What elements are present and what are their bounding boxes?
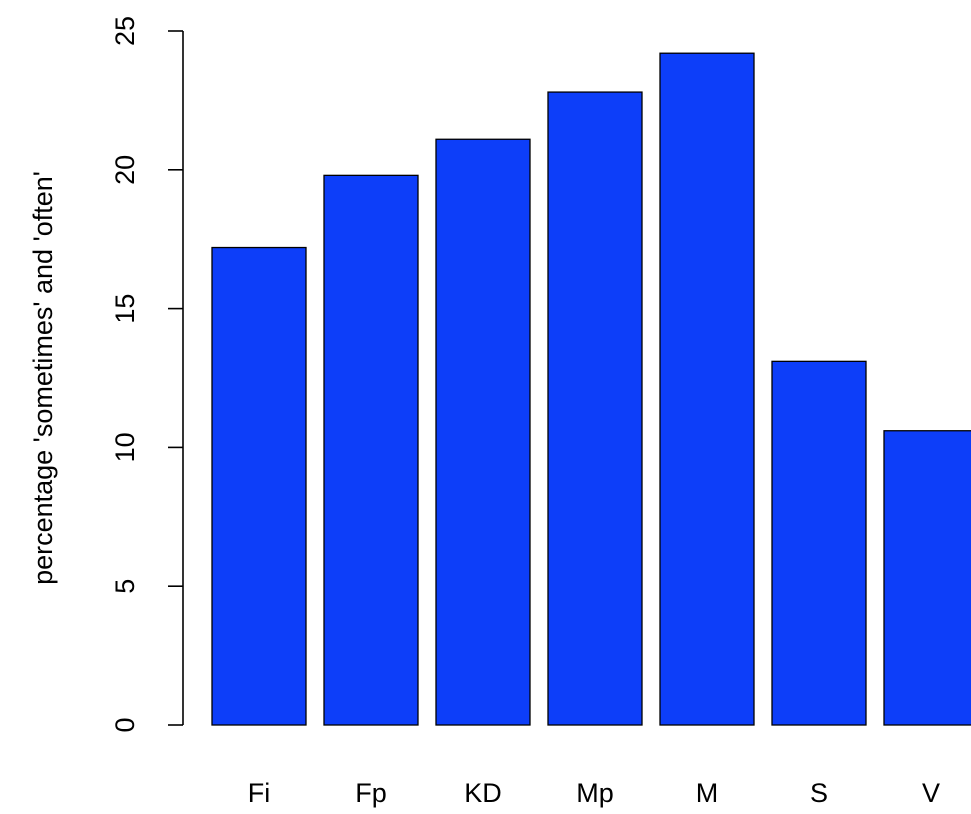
x-category-label: M bbox=[696, 778, 719, 808]
y-ticks: 0 5 10 15 20 25 bbox=[110, 16, 183, 733]
x-category-labels: Fi Fp KD Mp M S V bbox=[248, 778, 940, 808]
bar bbox=[435, 138, 531, 726]
bar bbox=[659, 52, 755, 726]
y-axis: 0 5 10 15 20 25 bbox=[110, 16, 184, 733]
x-category-label: V bbox=[922, 778, 940, 808]
bar bbox=[883, 430, 971, 726]
y-tick-label: 5 bbox=[110, 579, 140, 594]
y-tick-label: 25 bbox=[110, 16, 140, 46]
bar bbox=[211, 246, 307, 726]
bar bbox=[547, 91, 643, 726]
y-tick-label: 10 bbox=[110, 432, 140, 462]
y-tick-label: 0 bbox=[110, 717, 140, 732]
y-tick-label: 20 bbox=[110, 155, 140, 185]
bars bbox=[211, 52, 971, 726]
x-category-label: Mp bbox=[576, 778, 614, 808]
y-tick-label: 15 bbox=[110, 294, 140, 324]
bar bbox=[323, 174, 419, 726]
x-category-label: Fp bbox=[355, 778, 387, 808]
x-category-label: KD bbox=[464, 778, 502, 808]
bar bbox=[771, 360, 867, 726]
y-axis-title: percentage 'sometimes' and 'often' bbox=[28, 171, 58, 585]
x-category-label: S bbox=[810, 778, 828, 808]
x-category-label: Fi bbox=[248, 778, 271, 808]
